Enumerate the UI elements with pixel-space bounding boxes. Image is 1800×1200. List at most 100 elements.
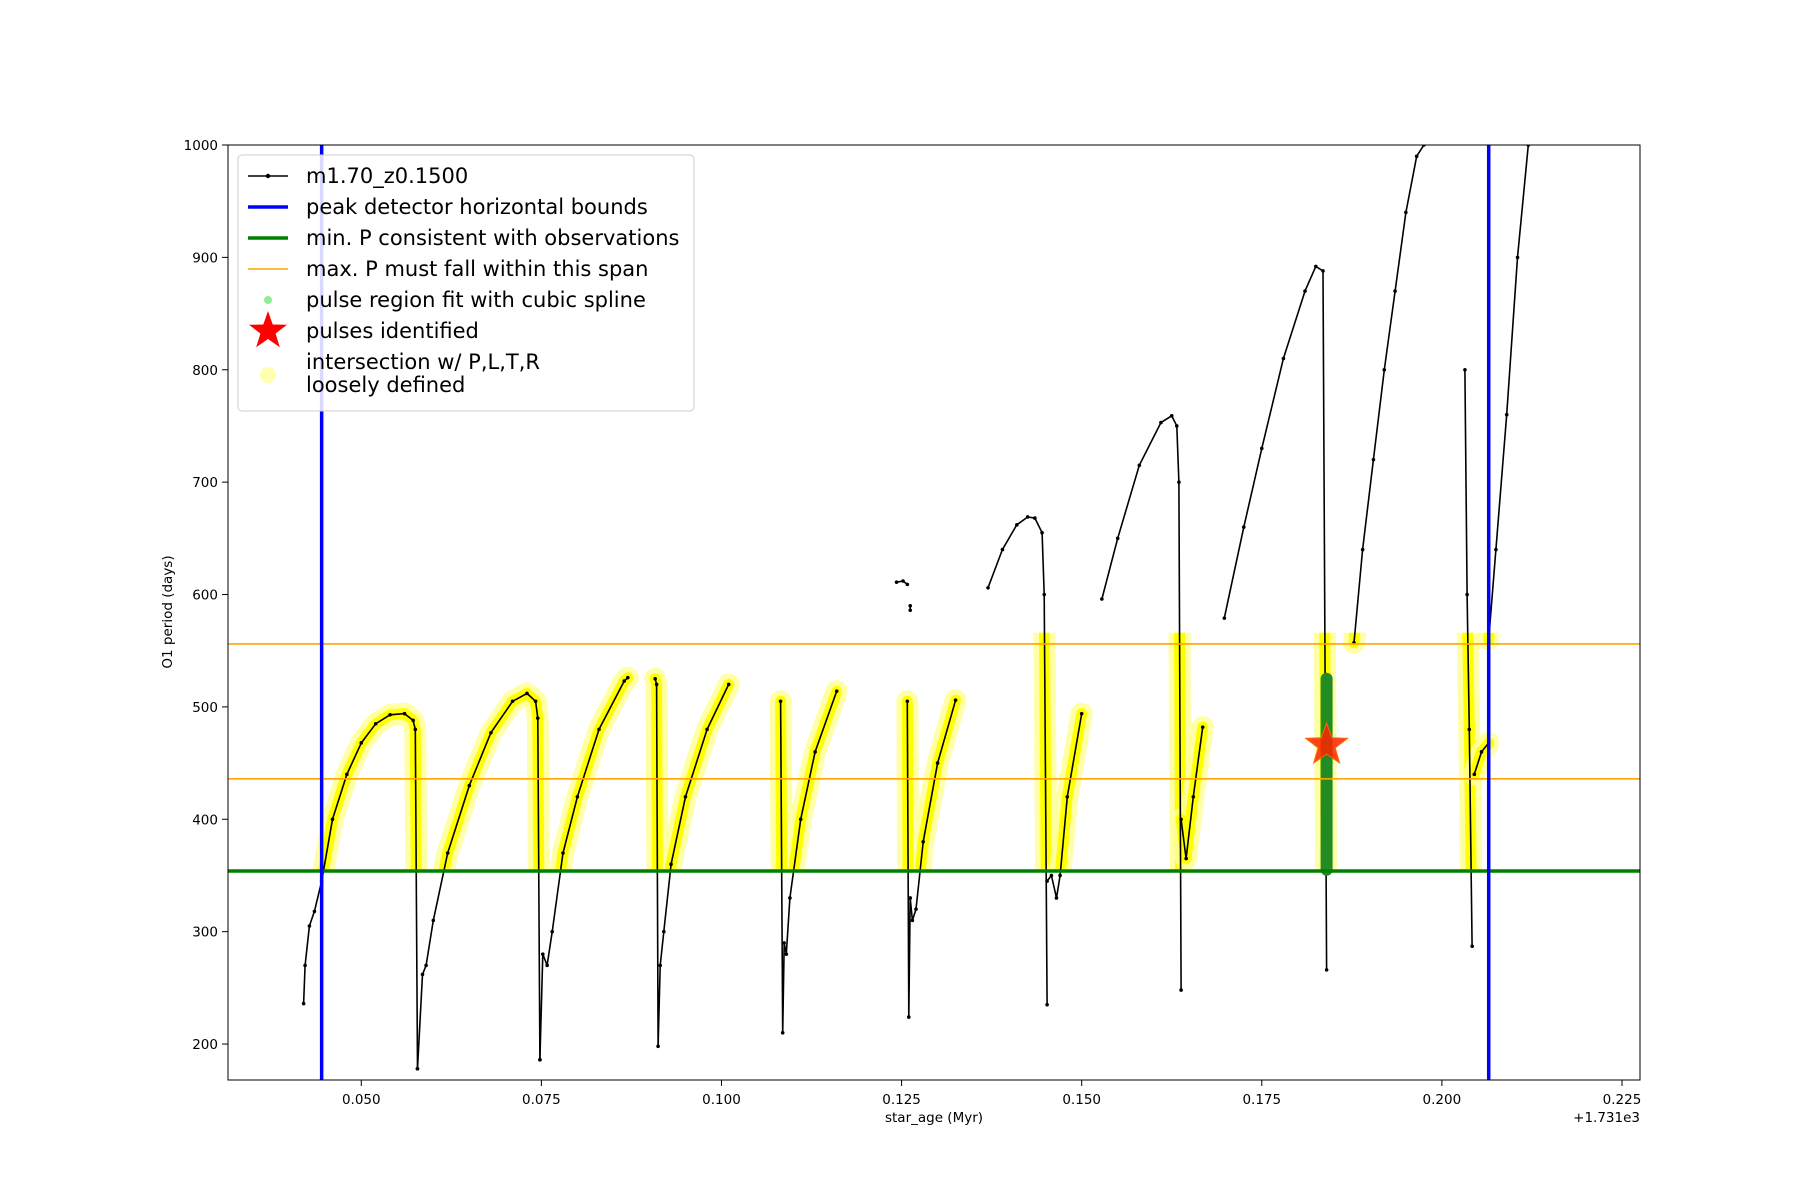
model-track-point [1169,414,1174,418]
model-track-point [784,952,789,956]
model-track-point [541,952,545,956]
legend-label: peak detector horizontal bounds [306,195,648,219]
model-track-point [1137,463,1142,468]
legend-label: pulse region fit with cubic spline [306,288,646,312]
model-track-point [1259,446,1264,451]
model-track-point [307,924,312,928]
model-track-point [1042,592,1047,597]
model-track-point [402,711,407,716]
model-track-point [921,839,925,844]
model-track-segment [779,690,838,1034]
legend-handle-marker [265,173,271,179]
model-track-point [683,795,688,799]
model-track-point [780,1031,785,1035]
model-track-point [798,817,803,822]
model-track-point [986,585,990,590]
plot-frame [227,144,1641,1081]
axes: 0.050 0.075 0.100 0.125 0.150 0.175 0.200 0.225… [184,138,1642,1108]
model-track-point [813,750,817,754]
model-track-point [1222,616,1227,620]
legend-label: max. P must fall within this span [306,257,648,281]
model-track-point [330,817,335,822]
model-track-point [431,918,436,923]
model-track-point [910,918,915,923]
legend-box [237,154,695,412]
model-track-segment [1464,369,1473,947]
model-track-segment [302,712,419,1069]
model-track-point [935,761,940,765]
model-track-point [1049,873,1054,878]
legend-label: intersection w/ P,L,T,R [306,350,540,374]
model-track-point [359,741,364,745]
model-track-point [1033,516,1037,520]
y-tick-label: 400 [192,812,218,828]
y-axis-label: O1 period (days) [160,555,176,668]
y-tick-label: 1000 [184,138,218,154]
y-tick-label: 900 [192,250,218,266]
model-track-point [1045,1002,1049,1007]
model-track-point [1321,269,1325,273]
model-track-point [894,580,899,584]
model-track-point [1360,547,1365,552]
model-track-point [1174,424,1179,428]
model-track-segment [987,516,1048,1005]
model-track-point [303,963,307,968]
model-track-segment [1353,145,1425,643]
x-tick-label: 0.125 [882,1092,921,1108]
model-track-point [1324,968,1329,972]
model-track-point [705,727,709,732]
model-track-point [626,675,630,680]
model-track-point [545,963,549,968]
model-track-point [654,682,659,687]
model-track-point [1504,412,1509,417]
model-track-point [908,896,913,900]
model-track-point [1159,420,1163,425]
model-track-point [1515,255,1520,260]
model-track-point [373,721,378,726]
model-track-point [1045,879,1049,883]
model-track-point [662,929,666,934]
model-track-point [561,851,565,855]
model-track-point [1479,750,1484,754]
model-track-point [778,699,783,704]
model-track-point [1015,523,1019,527]
model-track-point [1184,856,1188,861]
model-track-point [301,1001,306,1006]
model-track-point [788,896,792,900]
model-track-point [1414,154,1419,159]
y-tick-label: 300 [192,925,218,941]
pulse-identified-star [1304,721,1349,765]
model-track-point [1393,289,1397,293]
model-track-point [914,907,918,911]
model-track-point [908,608,913,613]
model-track-point [1191,795,1196,799]
model-track-point [653,677,658,681]
model-track-point [901,579,905,583]
model-track-point [1079,711,1084,716]
model-track-point [1179,817,1183,822]
legend-handle-halo [260,367,276,383]
model-track-point [467,783,472,788]
legend-label: m1.70_z0.1500 [306,164,468,189]
model-track-point [1371,457,1376,462]
model-track-point [597,727,601,732]
model-track-point [905,582,910,587]
model-track-point [906,1015,911,1019]
model-track-point [533,699,538,704]
model-track-point [424,963,428,968]
model-track-point [312,909,317,914]
plot-area [228,145,1640,1080]
model-track-point [1000,547,1005,552]
model-track-point [1382,367,1387,372]
model-track-point [1058,873,1062,878]
model-track-point [834,689,839,693]
model-track-segment [1101,414,1182,991]
model-track-point [1065,795,1070,799]
model-track-point [953,698,958,702]
model-track-point [420,972,425,977]
x-tick-label: 0.075 [522,1092,561,1108]
model-track-point [1281,356,1286,361]
x-tick-label: 0.050 [342,1092,381,1108]
model-track-point [415,1066,420,1071]
